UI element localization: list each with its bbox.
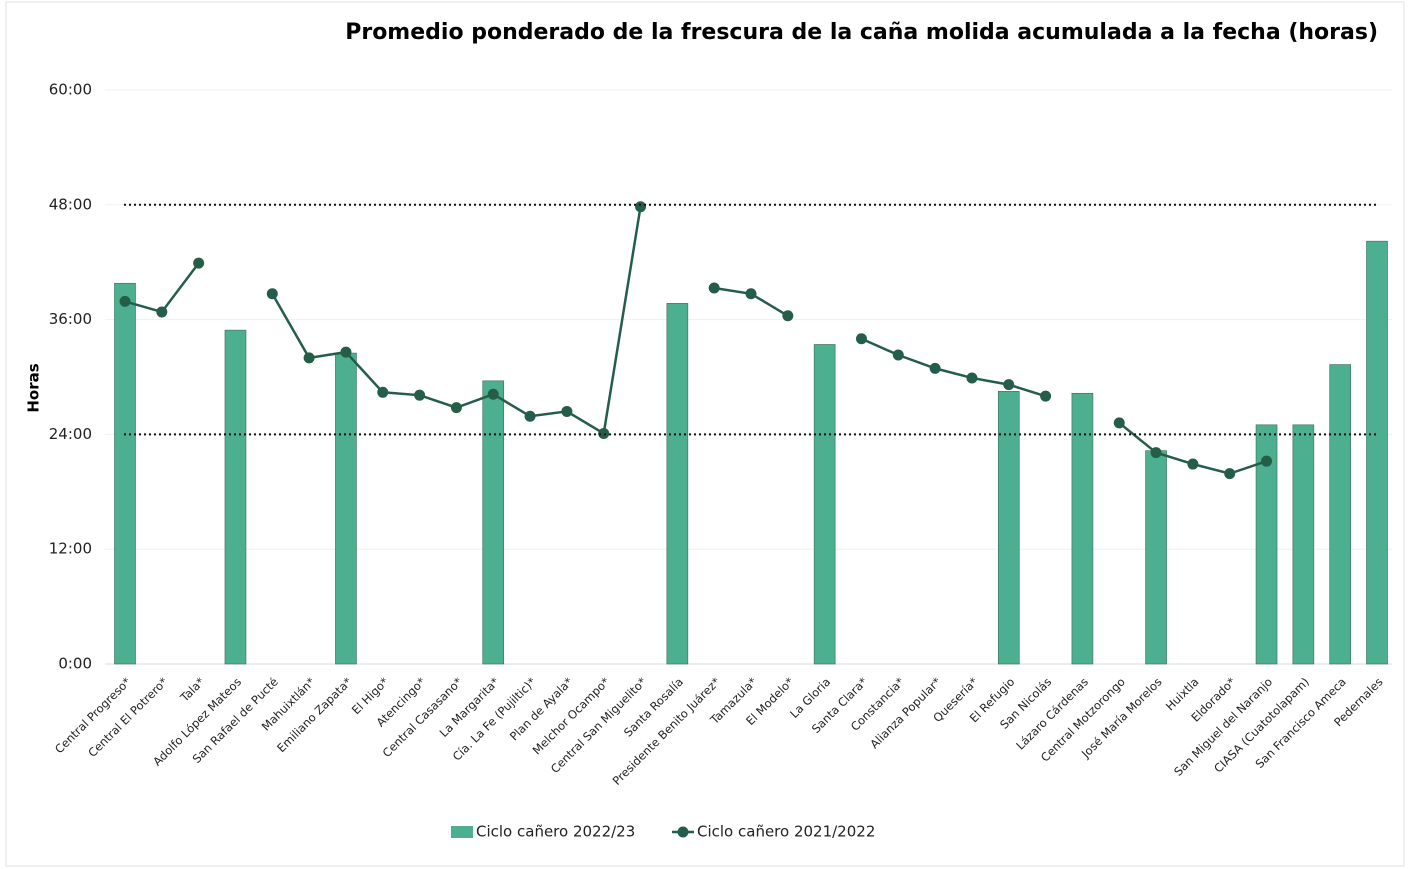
bar	[1145, 450, 1167, 665]
bar	[813, 344, 836, 665]
bar	[1255, 424, 1278, 665]
legend-swatch	[451, 826, 473, 838]
line-point	[708, 282, 720, 294]
line-point	[524, 410, 536, 422]
line-point	[1040, 390, 1052, 402]
line-point	[487, 388, 499, 400]
bar	[114, 282, 136, 665]
line-point	[929, 362, 941, 374]
bar	[1071, 392, 1094, 665]
bar	[1329, 364, 1351, 665]
chart-title: Promedio ponderado de la frescura de la …	[345, 20, 1378, 45]
line-point	[266, 288, 278, 300]
line-point	[598, 427, 610, 439]
line-point	[892, 349, 904, 361]
bar	[666, 303, 689, 665]
line-point	[1261, 455, 1273, 467]
legend-label: Ciclo cañero 2021/2022	[697, 823, 875, 841]
line-point	[303, 352, 315, 364]
bar	[1292, 424, 1315, 665]
line-point	[745, 288, 757, 300]
legend-swatch	[677, 826, 689, 838]
y-tick-label: 60:00	[49, 81, 92, 99]
line-point	[855, 333, 867, 345]
line-point	[193, 257, 205, 269]
y-tick-label: 12:00	[49, 540, 92, 558]
line-point	[1150, 447, 1162, 459]
bar	[482, 380, 505, 665]
y-axis-label: Horas	[25, 363, 43, 412]
bar	[224, 329, 247, 665]
y-tick-label: 36:00	[49, 310, 92, 328]
line-point	[119, 295, 131, 307]
y-tick-label: 24:00	[49, 425, 92, 443]
y-tick-label: 0:00	[58, 655, 92, 673]
line-point	[1187, 458, 1199, 470]
line-point	[450, 402, 462, 414]
line-point	[1003, 379, 1015, 391]
line-point	[966, 372, 978, 384]
line-point	[377, 386, 389, 398]
bar	[1366, 240, 1388, 665]
line-point	[561, 405, 573, 417]
line-point	[414, 389, 426, 401]
bar	[997, 391, 1020, 665]
legend-label: Ciclo cañero 2022/23	[476, 823, 635, 841]
bar	[335, 352, 357, 665]
line-point	[635, 201, 647, 213]
line-point	[156, 306, 168, 318]
line-point	[782, 310, 794, 322]
line-point	[1113, 417, 1125, 429]
line-point	[1224, 468, 1236, 480]
y-tick-label: 48:00	[49, 195, 92, 213]
line-point	[340, 346, 352, 358]
